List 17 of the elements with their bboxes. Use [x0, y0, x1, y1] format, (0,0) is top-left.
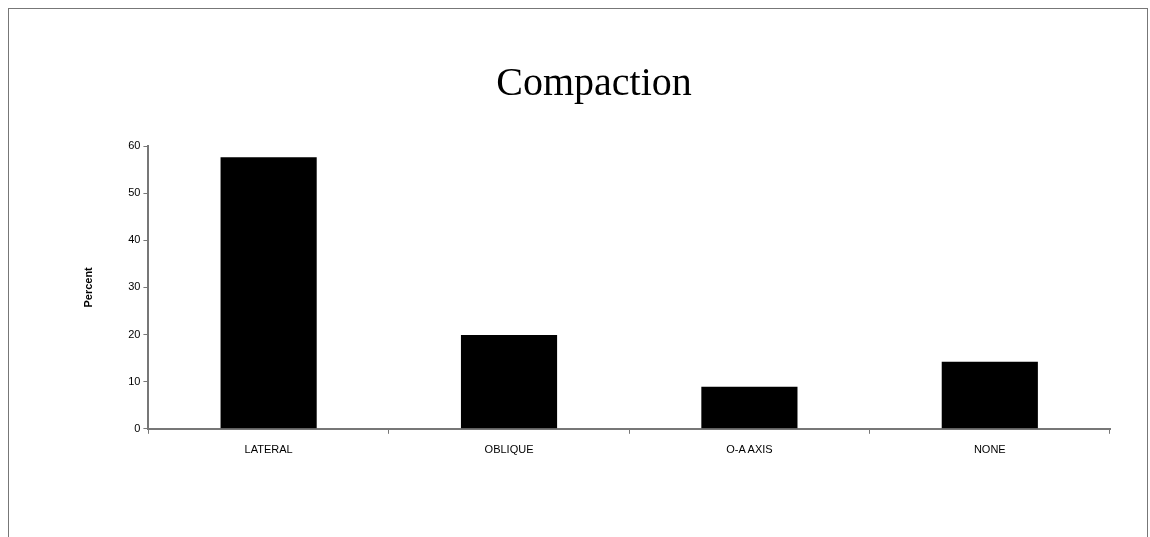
y-axis-title: Percent — [81, 266, 94, 308]
x-tick-label: O-A AXIS — [726, 443, 773, 456]
y-tick-label: 30 — [128, 280, 141, 293]
y-tick-label: 20 — [128, 327, 141, 340]
bar — [460, 335, 558, 429]
x-tick-label: LATERAL — [244, 443, 293, 456]
y-tick-label: 10 — [128, 374, 141, 387]
y-tick-label: 0 — [134, 421, 141, 434]
y-tick-label: 50 — [128, 186, 141, 199]
bar — [220, 157, 317, 429]
bar — [941, 361, 1038, 429]
x-tick-label: OBLIQUE — [484, 443, 534, 456]
x-tick-label: NONE — [973, 443, 1006, 456]
y-tick-label: 60 — [128, 139, 141, 152]
y-tick-label: 40 — [128, 233, 141, 246]
chart-title: Compaction — [496, 58, 692, 104]
bar — [701, 386, 798, 429]
